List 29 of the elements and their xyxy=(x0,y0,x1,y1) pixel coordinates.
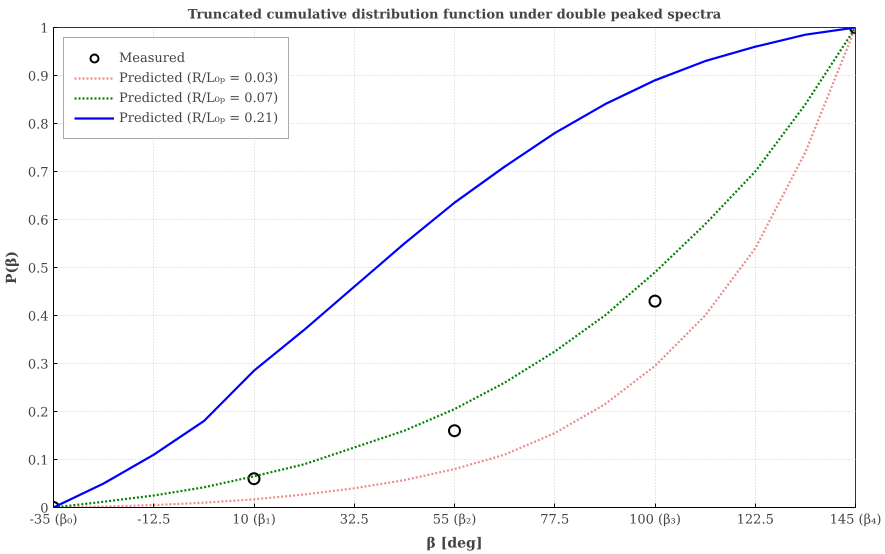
y-tick-label: 0.2 xyxy=(28,406,49,420)
y-tick-label: 0.1 xyxy=(28,454,49,468)
x-axis-title: β [deg] xyxy=(426,536,482,552)
y-tick-label: 0.7 xyxy=(28,166,49,180)
x-tick-label: 77.5 xyxy=(540,512,570,528)
x-tick-label: -35 (β₀) xyxy=(30,512,78,528)
x-tick-label: -12.5 xyxy=(137,512,170,528)
x-tick-label: 55 (β₂) xyxy=(432,512,476,528)
x-tick-label: 32.5 xyxy=(340,512,369,528)
legend-label: Measured xyxy=(119,50,186,66)
point xyxy=(248,472,260,486)
x-tick-label: 100 (β₃) xyxy=(629,512,681,528)
point xyxy=(648,294,662,308)
y-tick-label: 1 xyxy=(40,22,49,36)
point xyxy=(448,424,461,438)
legend-label: Predicted (R/L₀ₚ = 0.03) xyxy=(119,70,278,86)
y-tick-label: 0.6 xyxy=(28,214,49,228)
y-tick-label: 0.8 xyxy=(28,118,49,132)
chart-title: Truncated cumulative distribution function under double peaked spectra xyxy=(188,8,722,22)
x-tick-label: 10 (β₁) xyxy=(232,512,276,528)
x-tick-label: 122.5 xyxy=(736,512,774,528)
y-tick-label: 0.4 xyxy=(28,310,49,324)
y-axis-title: P(β) xyxy=(4,250,20,284)
legend-label: Predicted (R/L₀ₚ = 0.21) xyxy=(119,110,278,126)
x-tick-label: 145 (β₄) xyxy=(830,512,882,528)
y-tick-label: 0.3 xyxy=(28,358,49,372)
legend-label: Predicted (R/L₀ₚ = 0.07) xyxy=(119,90,278,106)
y-tick-label: 0.5 xyxy=(28,262,49,276)
y-tick-label: 0.9 xyxy=(28,70,49,84)
